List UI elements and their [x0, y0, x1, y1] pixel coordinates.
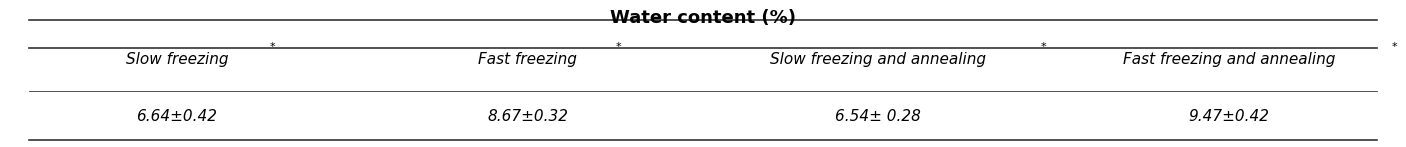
Text: 8.67±0.32: 8.67±0.32 [486, 109, 568, 124]
Text: 6.64±0.42: 6.64±0.42 [136, 109, 218, 124]
Text: Fast freezing and annealing: Fast freezing and annealing [1123, 52, 1336, 67]
Text: *: * [270, 42, 276, 52]
Text: Water content (%): Water content (%) [610, 9, 796, 27]
Text: *: * [1392, 42, 1398, 52]
Text: 6.54± 0.28: 6.54± 0.28 [835, 109, 921, 124]
Text: Slow freezing: Slow freezing [125, 52, 228, 67]
Text: Fast freezing: Fast freezing [478, 52, 576, 67]
Text: Slow freezing and annealing: Slow freezing and annealing [770, 52, 987, 67]
Text: 9.47±0.42: 9.47±0.42 [1188, 109, 1270, 124]
Text: *: * [616, 42, 621, 52]
Text: *: * [1042, 42, 1047, 52]
